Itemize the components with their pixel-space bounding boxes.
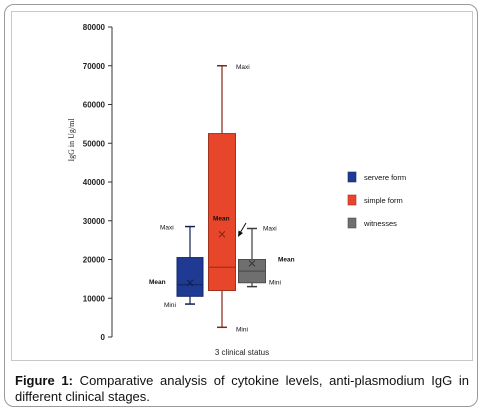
y-tick-label: 60000 <box>83 101 106 110</box>
figure-caption: Figure 1: Comparative analysis of cytoki… <box>15 373 469 405</box>
y-tick-label: 70000 <box>83 62 106 71</box>
annotation-min-8: Mini <box>269 280 281 287</box>
annotation-min-5: Mini <box>236 326 248 333</box>
legend-label-2: witnesses <box>363 219 397 228</box>
y-tick-label: 0 <box>101 333 106 342</box>
mean-marker-0 <box>186 279 194 287</box>
plot-area: 0 10000 20000 30000 40000 50000 60000 70000 8000… <box>11 11 473 361</box>
mean-arrowhead <box>238 230 243 237</box>
mean-marker-2 <box>248 260 256 267</box>
caption-text: Comparative analysis of cytokine levels,… <box>15 373 469 404</box>
legend-swatch-0 <box>347 171 357 183</box>
annotation-max-0: Maxi <box>160 225 174 232</box>
mean-arrow <box>239 222 247 234</box>
legend-label-0: servere form <box>364 173 406 182</box>
annotation-mean-1: Mean <box>149 279 166 286</box>
annotation-max-6: Maxi <box>263 226 277 233</box>
y-tick-label: 40000 <box>83 178 106 187</box>
annotation-mean-4: Mean <box>213 215 230 222</box>
x-axis-label: 3 clinical status <box>215 348 269 357</box>
y-axis-label: IgG in Ug/ml <box>67 118 76 162</box>
legend-swatch-2 <box>347 217 357 229</box>
box-plot-chart: 0 10000 20000 30000 40000 50000 60000 70000 8000… <box>67 23 406 357</box>
y-tick-label: 10000 <box>83 294 106 303</box>
annotation-mean-7: Mean <box>278 256 295 263</box>
annotation-min-2: Mini <box>164 302 176 309</box>
legend-swatch-1 <box>347 194 357 206</box>
box-0 <box>176 257 204 297</box>
figure-frame: 0 10000 20000 30000 40000 50000 60000 70000 8000… <box>4 4 478 407</box>
y-tick-label: 80000 <box>83 23 106 32</box>
mean-marker-1 <box>218 230 226 238</box>
y-tick-label: 50000 <box>83 139 106 148</box>
y-tick-label: 20000 <box>83 256 106 265</box>
annotation-max-3: Maxi <box>236 64 250 71</box>
box-1 <box>208 133 236 291</box>
caption-label: Figure 1: <box>15 373 73 388</box>
y-tick-label: 30000 <box>83 217 106 226</box>
legend-label-1: simple form <box>364 196 403 205</box>
